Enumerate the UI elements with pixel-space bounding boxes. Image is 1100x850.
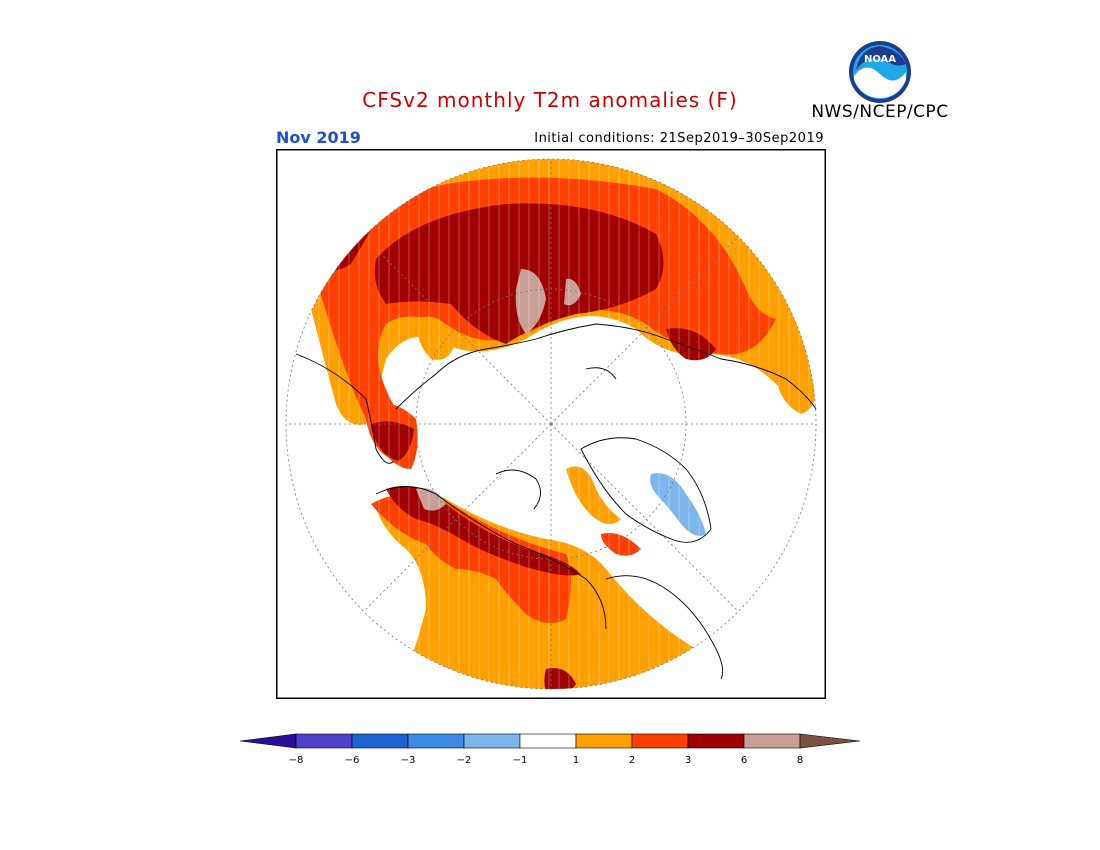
legend-tick: 6 [741, 755, 747, 766]
logo-lettering: NOAA [864, 54, 896, 65]
noaa-logo: NOAA [849, 41, 911, 103]
legend-tick: −8 [289, 755, 304, 766]
legend-bin-8-6 [295, 733, 353, 749]
legend-tick: −1 [513, 755, 528, 766]
legend-tick: 3 [685, 755, 691, 766]
initial-conditions: Initial conditions: 21Sep2019–30Sep2019 [534, 131, 824, 146]
legend-bin-3-2 [407, 733, 465, 749]
graticule [285, 158, 817, 690]
legend-tick: −2 [457, 755, 472, 766]
legend-bin-3-6 [687, 733, 745, 749]
polar-map [276, 149, 826, 699]
forecast-month: Nov 2019 [276, 128, 361, 147]
legend-bin-2-3 [631, 733, 689, 749]
legend-tick: 8 [797, 755, 803, 766]
legend-below-8 [239, 733, 297, 749]
legend-tick: 2 [629, 755, 635, 766]
legend-above-8 [799, 733, 861, 749]
legend-bin-2-1 [463, 733, 521, 749]
legend-bin-1-1 [519, 733, 577, 749]
agency-label: NWS/NCEP/CPC [811, 102, 949, 122]
legend-bin-6-3 [351, 733, 409, 749]
color-legend: −8 −6 −3 −2 −1 1 2 3 6 8 [239, 733, 861, 766]
coastlines [295, 323, 817, 680]
map-border [276, 149, 826, 699]
legend-bin-1-2 [575, 733, 633, 749]
legend-bin-6-8 [743, 733, 801, 749]
legend-tick: 1 [573, 755, 579, 766]
legend-tick: −6 [345, 755, 360, 766]
map-title: CFSv2 monthly T2m anomalies (F) [362, 88, 738, 112]
legend-tick: −3 [401, 755, 416, 766]
